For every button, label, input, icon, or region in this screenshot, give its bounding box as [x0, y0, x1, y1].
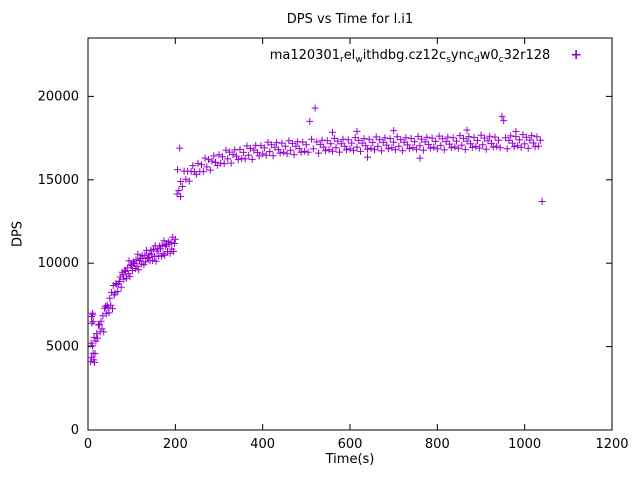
y-tick-label: 10000 [38, 256, 79, 271]
legend-text-segment: c [498, 55, 504, 65]
legend-series-label: ma120301relwithdbg.cz12csyncdw0c32r128 [269, 48, 551, 65]
legend-text-segment: w [355, 55, 363, 65]
y-tick-label: 0 [71, 423, 79, 438]
plus-marker-icon: + [570, 47, 582, 63]
y-tick-label: 5000 [46, 340, 79, 355]
legend: ma120301relwithdbg.cz12csyncdw0c32r128 + [269, 47, 582, 65]
legend-text-segment: d [473, 55, 480, 65]
legend-text-segment: s [446, 55, 451, 65]
legend-text-segment: w0 [479, 48, 499, 63]
x-tick-label: 800 [425, 437, 450, 452]
scatter-points [87, 104, 546, 366]
legend-text-segment: el [343, 48, 356, 63]
legend-text-segment: ync [450, 48, 474, 63]
legend-text-segment: ithdbg.cz12c [362, 48, 447, 63]
y-tick-label: 20000 [38, 89, 79, 104]
x-axis-label: Time(s) [325, 452, 375, 467]
legend-text-segment: 32r128 [503, 48, 551, 63]
x-tick-label: 200 [163, 437, 188, 452]
x-tick-label: 400 [250, 437, 275, 452]
legend-text-segment: r [339, 55, 344, 65]
chart-title: DPS vs Time for l.i1 [286, 12, 414, 27]
x-tick-label: 600 [338, 437, 363, 452]
x-tick-label: 0 [84, 437, 92, 452]
plot-frame [87, 37, 613, 431]
legend-text-segment: ma120301 [269, 48, 340, 63]
x-tick-label: 1200 [595, 437, 628, 452]
x-tick-label: 1000 [508, 437, 541, 452]
y-tick-label: 15000 [38, 173, 79, 188]
